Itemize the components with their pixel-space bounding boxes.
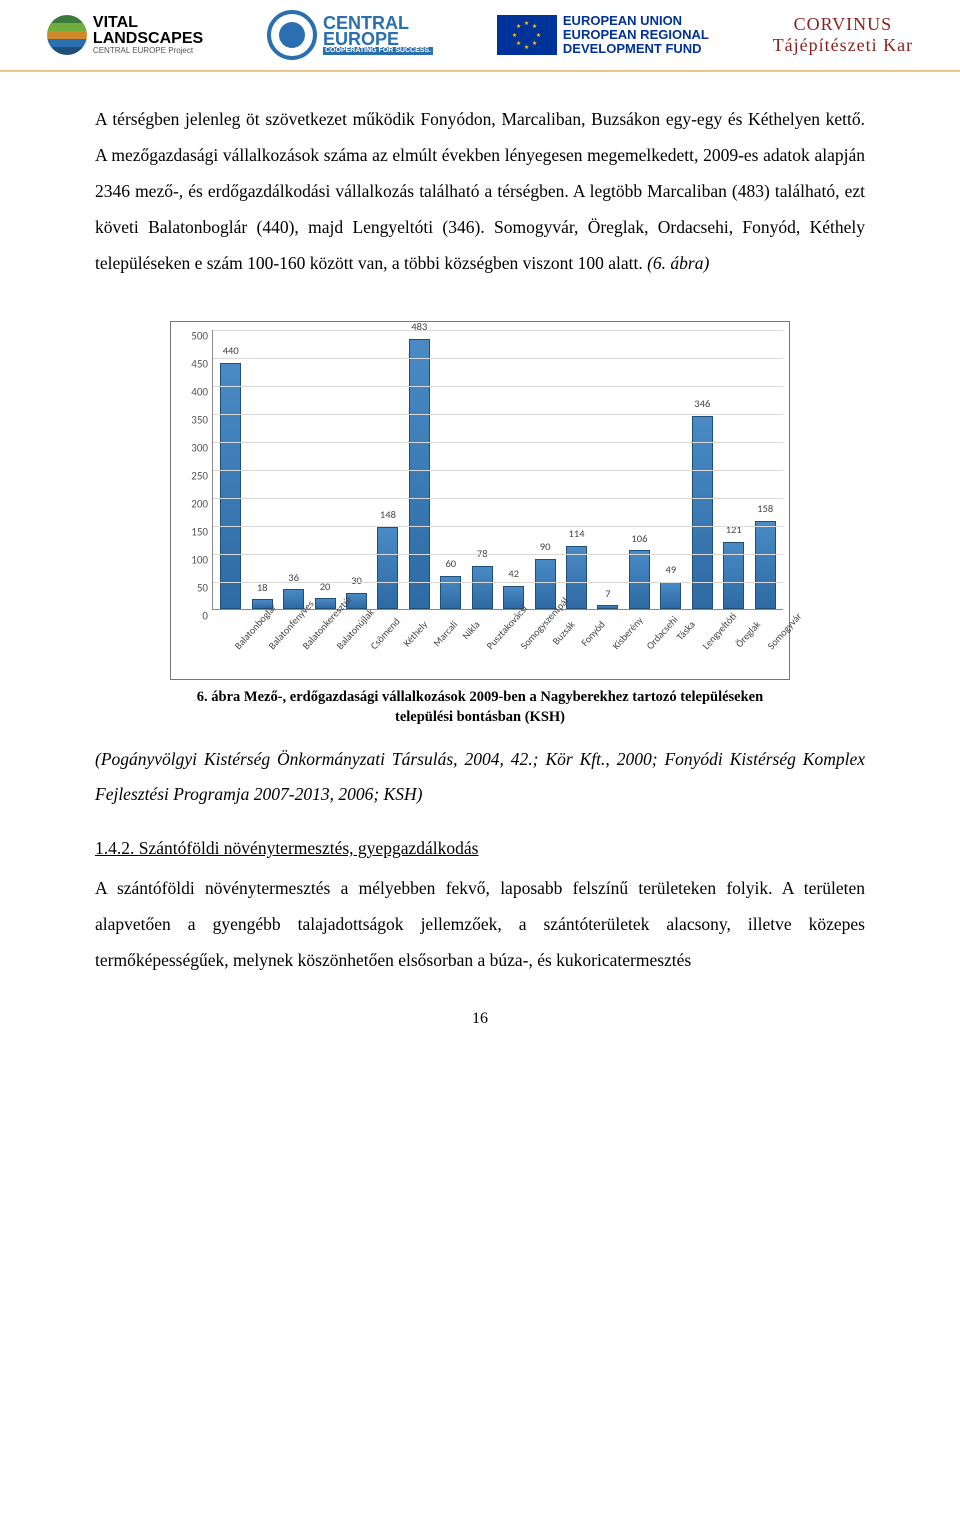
chart-bar-value: 60	[445, 553, 456, 575]
section-heading: 1.4.2. Szántóföldi növénytermesztés, gye…	[95, 831, 865, 867]
eu-flag-icon: ★★ ★★ ★★ ★★	[497, 15, 557, 55]
chart-y-tick: 0	[178, 605, 208, 628]
chart-bar-col: 148	[372, 527, 403, 610]
vital-landscapes-icon	[47, 15, 87, 55]
chart-gridline	[213, 582, 783, 583]
chart-bar-value: 106	[631, 528, 647, 550]
logo-vl-sub: CENTRAL EUROPE Project	[93, 46, 193, 55]
chart-plot: 4401836203014848360784290114710649346121…	[212, 330, 783, 610]
chart-bar	[472, 566, 493, 610]
logo-vital-landscapes: VITAL LANDSCAPES CENTRAL EUROPE Project	[47, 15, 203, 55]
logo-corvinus-name: CORVINUS	[773, 14, 913, 35]
chart-y-tick: 100	[178, 549, 208, 572]
figure-ref: (6. ábra)	[647, 253, 709, 273]
chart-gridline	[213, 414, 783, 415]
chart-bar	[377, 527, 398, 610]
chart-bar	[755, 521, 776, 609]
chart-bar-value: 158	[757, 498, 773, 520]
logo-eu-line2: EUROPEAN REGIONAL	[563, 28, 709, 42]
chart-bar-col: 60	[435, 576, 466, 610]
logo-ce-sub: COOPERATING FOR SUCCESS.	[323, 47, 433, 55]
chart-y-tick: 450	[178, 353, 208, 376]
chart-frame: 0 50 100 150 200 250 300 350 400 450 500 440 18 36 20…	[170, 321, 790, 680]
chart-gridline	[213, 526, 783, 527]
chart-container: 0 50 100 150 200 250 300 350 400 450 500 440 18 36 20…	[170, 321, 790, 680]
chart-bar-col: 483	[404, 339, 435, 609]
logo-corvinus-sub: Tájépítészeti Kar	[773, 35, 913, 56]
chart-bar-col: 7	[592, 605, 623, 609]
paragraph-2: A szántóföldi növénytermesztés a mélyebb…	[95, 871, 865, 979]
chart-gridline	[213, 442, 783, 443]
chart-bar	[723, 542, 744, 610]
chart-gridline	[213, 498, 783, 499]
chart-bar-value: 121	[726, 519, 742, 541]
chart-y-tick: 500	[178, 325, 208, 348]
chart-gridline	[213, 554, 783, 555]
logo-vl-line2: LANDSCAPES	[93, 30, 203, 47]
references: (Pogányvölgyi Kistérség Önkormányzati Tá…	[95, 742, 865, 814]
chart-bar-value: 346	[694, 393, 710, 415]
chart-x-axis: BalatonboglárBalatonfenyvesBalatonkeresz…	[212, 610, 783, 675]
chart-bar-col: 121	[718, 542, 749, 610]
chart-bar-value: 36	[288, 567, 299, 589]
chart-bar-value: 30	[351, 570, 362, 592]
chart-bar-value: 20	[320, 576, 331, 598]
logo-central-europe: CENTRAL EUROPE COOPERATING FOR SUCCESS.	[267, 10, 433, 60]
chart-bar-col: 346	[687, 416, 718, 610]
chart-y-tick: 300	[178, 437, 208, 460]
chart-plot-area: 050100150200250300350400450500 440183620…	[177, 330, 783, 610]
chart-y-axis: 050100150200250300350400450500	[177, 330, 212, 610]
chart-bar	[440, 576, 461, 610]
logo-eu-line1: EUROPEAN UNION	[563, 14, 709, 28]
page-number: 16	[95, 1003, 865, 1056]
chart-y-tick: 350	[178, 409, 208, 432]
chart-bar	[629, 550, 650, 609]
logo-eu-line3: DEVELOPMENT FUND	[563, 42, 709, 56]
chart-bar-col: 106	[624, 550, 655, 609]
chart-bar-col: 158	[749, 521, 780, 609]
chart-bar-value: 483	[411, 316, 427, 338]
chart-bar	[220, 363, 241, 609]
chart-gridline	[213, 386, 783, 387]
chart-bar-col: 440	[215, 363, 246, 609]
logo-corvinus: CORVINUS Tájépítészeti Kar	[773, 14, 913, 56]
chart-y-tick: 150	[178, 521, 208, 544]
chart-bar	[535, 559, 556, 609]
paragraph-1: A térségben jelenleg öt szövetkezet műkö…	[95, 102, 865, 281]
chart-bar-value: 148	[380, 504, 396, 526]
document-body: A térségben jelenleg öt szövetkezet műkö…	[0, 72, 960, 1076]
chart-bar-value: 49	[666, 559, 677, 581]
chart-bar-value: 18	[257, 577, 268, 599]
logo-eu: ★★ ★★ ★★ ★★ EUROPEAN UNION EUROPEAN REGI…	[497, 14, 709, 57]
chart-y-tick: 250	[178, 465, 208, 488]
logo-ce-line2: EUROPE	[323, 31, 433, 47]
logo-vl-line1: VITAL	[93, 14, 138, 31]
chart-bar-value: 7	[605, 583, 610, 605]
chart-y-tick: 200	[178, 493, 208, 516]
chart-y-tick: 50	[178, 577, 208, 600]
chart-gridline	[213, 470, 783, 471]
chart-caption: 6. ábra Mező-, erdőgazdasági vállalkozás…	[170, 688, 790, 727]
chart-gridline	[213, 358, 783, 359]
chart-bar	[660, 582, 681, 609]
chart-bar-col: 78	[467, 566, 498, 610]
chart-gridline	[213, 330, 783, 331]
chart-y-tick: 400	[178, 381, 208, 404]
central-europe-icon	[267, 10, 317, 60]
header-logo-strip: VITAL LANDSCAPES CENTRAL EUROPE Project …	[0, 0, 960, 72]
chart-bar	[692, 416, 713, 610]
chart-bar	[597, 605, 618, 609]
chart-bar-col: 49	[655, 582, 686, 609]
chart-bar	[409, 339, 430, 609]
